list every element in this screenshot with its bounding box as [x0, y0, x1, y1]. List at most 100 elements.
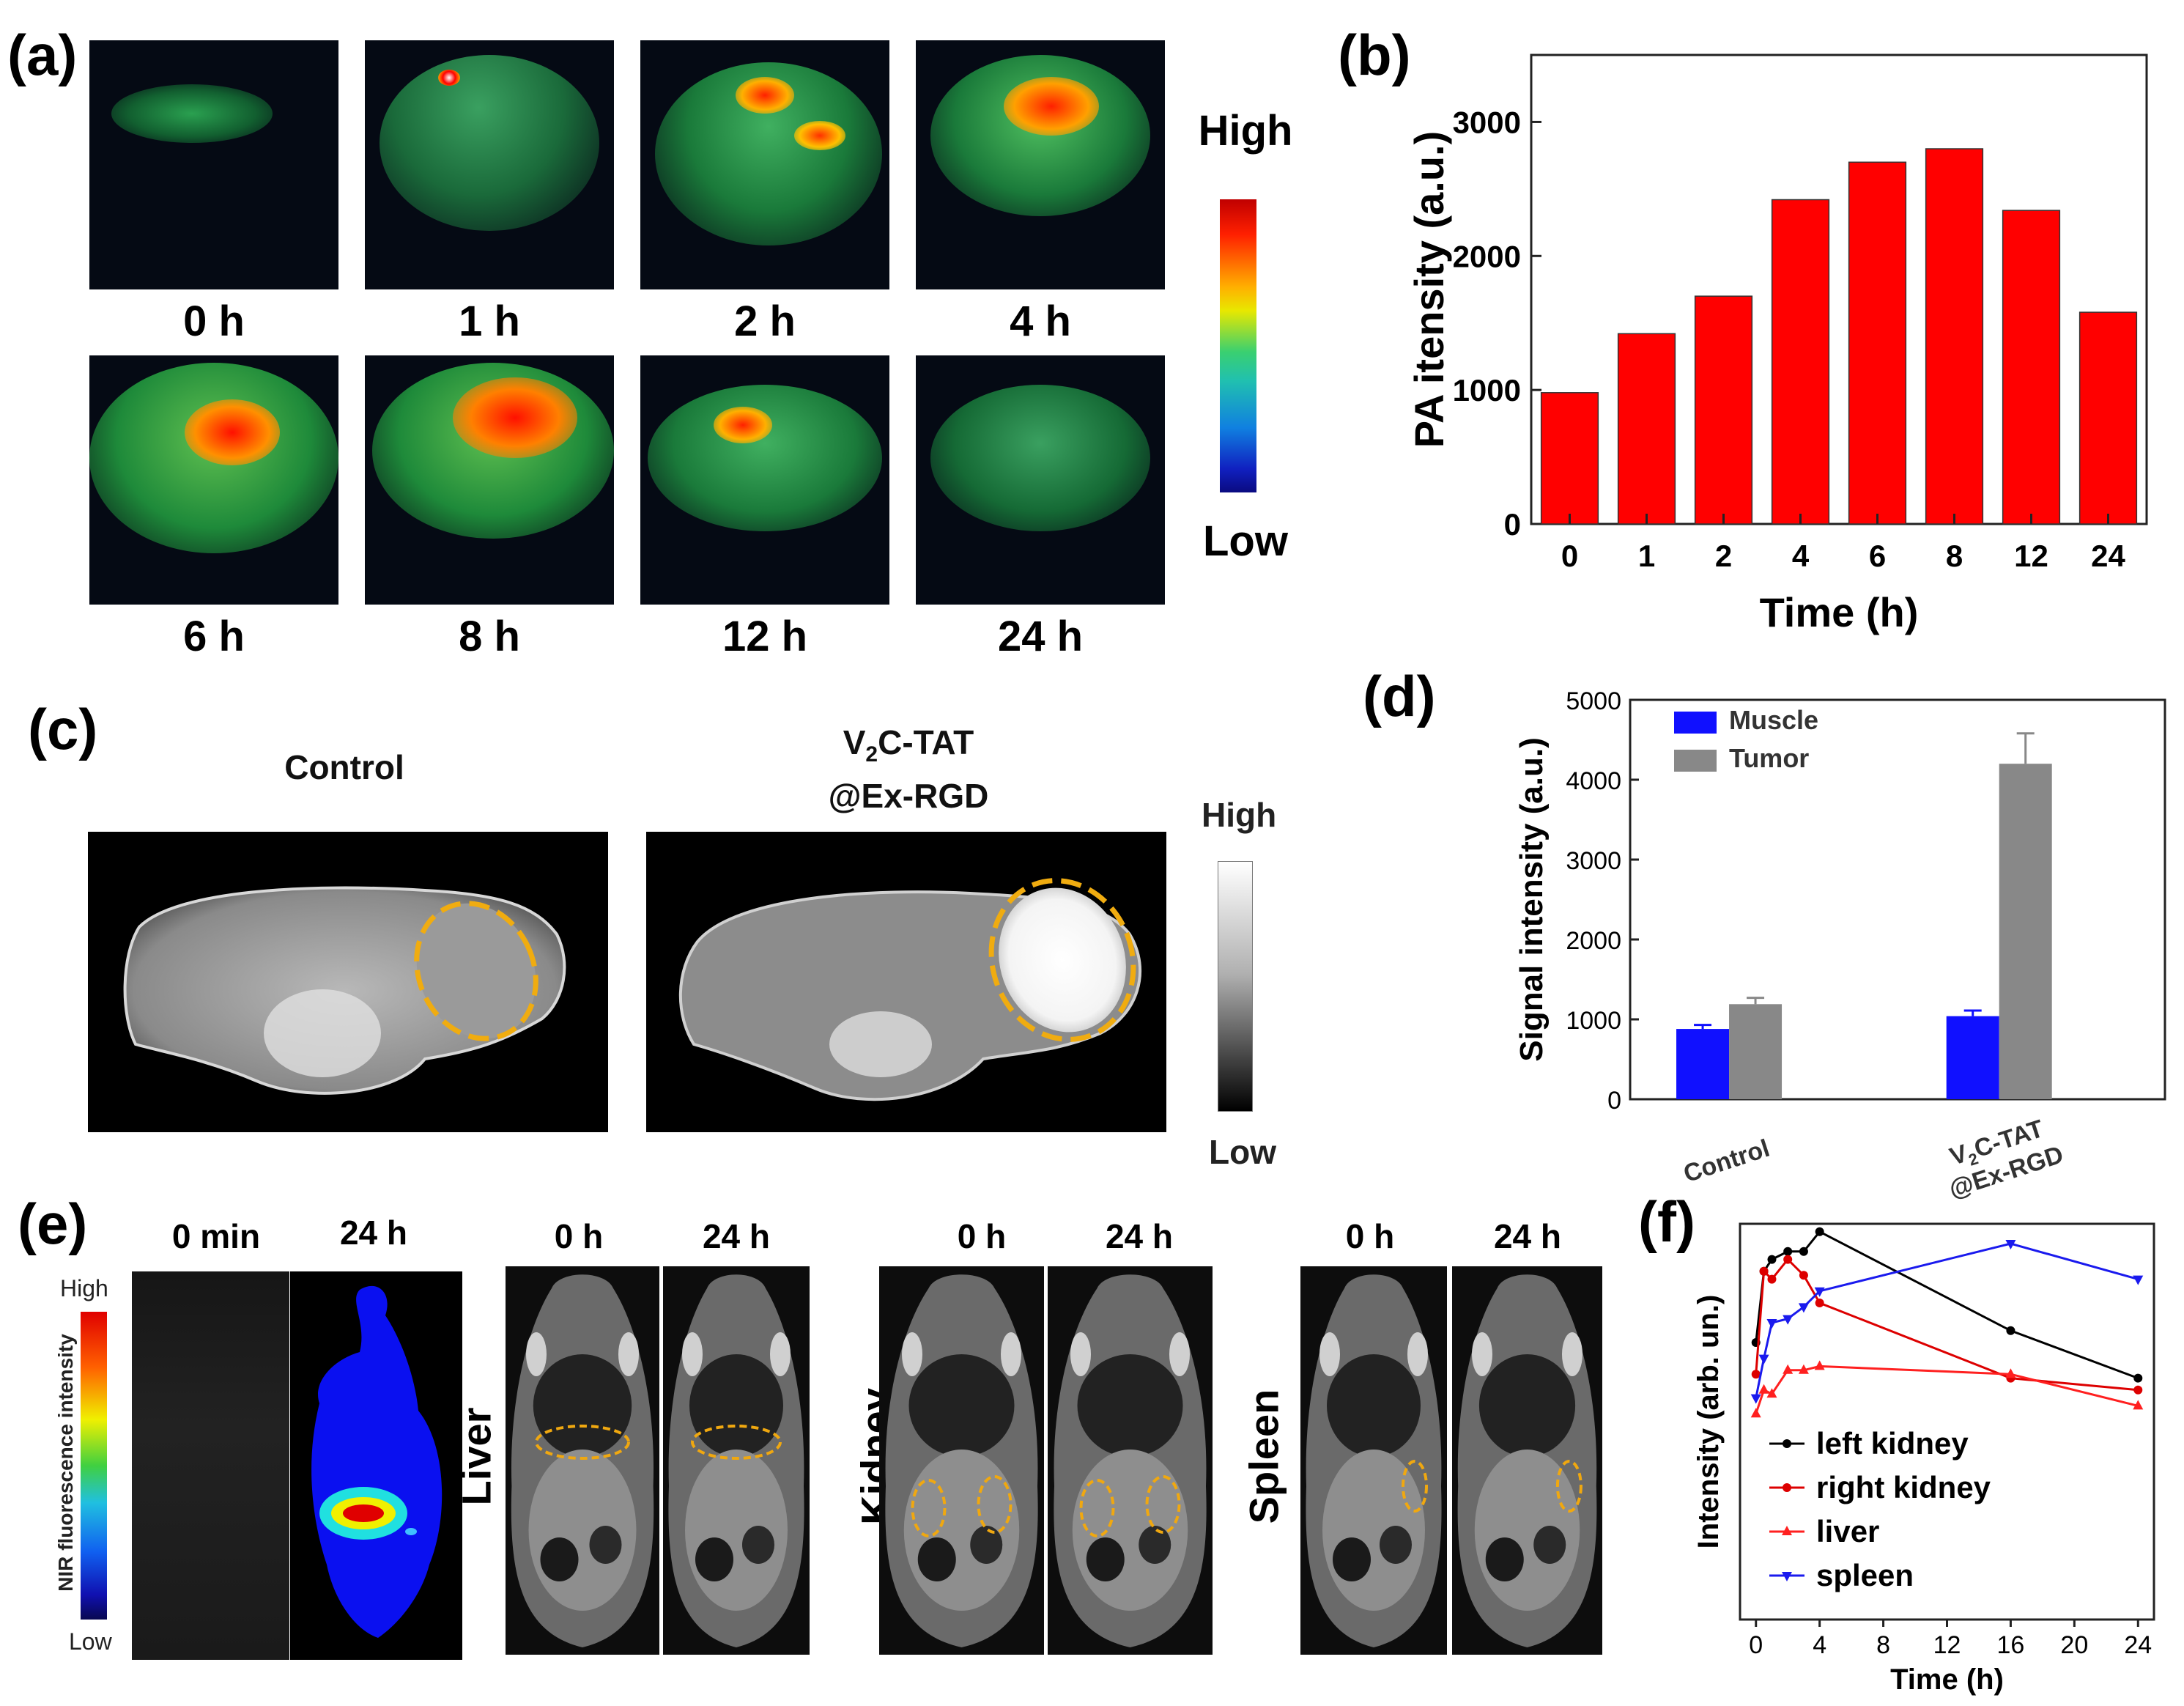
chart-b-ytick-label: 0 [1504, 507, 1521, 542]
chart-f-point [1783, 1483, 1791, 1492]
chart-f-point [1783, 1247, 1793, 1256]
fluor-label-0min: 0 min [171, 1217, 261, 1255]
chart-b-xtick-label: 4 [1792, 539, 1810, 573]
pa-label-4h: 4 h [1010, 298, 1071, 345]
chart-d-legend-label: Tumor [1729, 743, 1809, 773]
fluor-image-0min [132, 1271, 289, 1660]
chart-d-xtick-label: Control [1680, 1134, 1773, 1188]
mri-treated-label-rest: C-TAT [878, 723, 974, 761]
chart-d-legend-swatch [1674, 712, 1717, 734]
mri-treated-image [646, 832, 1166, 1132]
chart-b-frame [1530, 53, 2148, 525]
chart-d-ytick-label: 1000 [1566, 1007, 1621, 1035]
chart-f-point [2133, 1400, 2144, 1410]
organ-label-liver: Liver [453, 1407, 500, 1506]
chart-f-point [2005, 1368, 2016, 1378]
chart-b-xtick-label: 8 [1946, 539, 1963, 573]
chart-d-legend-swatch [1674, 750, 1717, 772]
pa-label-6h: 6 h [183, 613, 245, 660]
chart-b-bar [1617, 333, 1676, 525]
chart-f-point [1799, 1271, 1808, 1280]
pa-image-6h [89, 355, 338, 605]
panel-label-f: (f) [1638, 1189, 1695, 1254]
chart-f-point [1758, 1384, 1769, 1394]
chart-b-ylabel: PA itensity (a.u.) [1406, 131, 1452, 448]
chart-f-point [1814, 1360, 1825, 1370]
chart-b-ytick-label: 2000 [1453, 239, 1521, 273]
chart-f-point [1758, 1354, 1769, 1365]
chart-f-point [2005, 1240, 2016, 1249]
chart-d: 0 1000 2000 3000 4000 5000 Muscle Tumor Control V… [1514, 687, 2166, 1202]
nir-colorbar-title: NIR fluorescence intensity [54, 1334, 77, 1592]
chart-b-ytick-label: 1000 [1453, 373, 1521, 407]
chart-f-xtick-label: 4 [1813, 1631, 1826, 1659]
chart-b-bar [1694, 295, 1753, 525]
chart-f-point [1799, 1247, 1808, 1256]
mri-colorbar-high: High [1202, 796, 1277, 834]
fluor-image-24h [290, 1271, 462, 1660]
chart-f-legend-label: left kidney [1816, 1426, 1969, 1461]
chart-d-legend-label: Muscle [1729, 705, 1818, 735]
chart-f-point [1798, 1364, 1809, 1374]
liver-label-0h: 0 h [554, 1217, 604, 1255]
pa-colorbar-low: Low [1203, 517, 1288, 565]
panel-label-a: (a) [7, 23, 78, 87]
nir-colorbar-high: High [60, 1275, 108, 1301]
mri-colorbar-low: Low [1209, 1133, 1276, 1171]
chart-f-point [1782, 1572, 1792, 1581]
chart-f-point [1783, 1255, 1793, 1264]
chart-b-xtick-label: 6 [1869, 539, 1886, 573]
chart-d-ylabel: Signal intensity (a.u.) [1514, 737, 1550, 1062]
chart-f-point [1750, 1394, 1761, 1404]
fluor-label-24h: 24 h [339, 1214, 408, 1252]
pa-label-0h: 0 h [183, 298, 245, 345]
chart-f-point [1815, 1227, 1824, 1236]
chart-f-xtick-label: 24 [2124, 1631, 2152, 1659]
chart-f-point [1766, 1388, 1777, 1398]
pa-colorbar-high: High [1198, 107, 1293, 155]
chart-f-point [1759, 1266, 1769, 1276]
chart-f-series-line [1755, 1242, 2139, 1398]
pa-image-12h [640, 355, 889, 605]
organ-mri-image [879, 1266, 1044, 1655]
chart-d-ytick-label: 4000 [1566, 767, 1621, 795]
chart-d-bar [1999, 764, 2052, 1099]
spleen-label-0h: 0 h [1345, 1217, 1395, 1255]
chart-f-point [1798, 1303, 1809, 1313]
mri-treated-label: V2C-TAT @Ex-RGD [645, 722, 1172, 816]
panel-label-b: (b) [1338, 23, 1411, 87]
chart-f: 0 4 8 12 16 20 24 Time (h) Intensity (arb. un.) l… [1692, 1222, 2155, 1696]
chart-f-point [1783, 1364, 1794, 1374]
chart-b-xtick-label: 24 [2091, 539, 2125, 573]
chart-f-point [1750, 1408, 1761, 1418]
chart-f-series-line [1755, 1230, 2139, 1380]
chart-f-point [1766, 1319, 1777, 1329]
chart-f-point [1815, 1299, 1824, 1307]
mri-treated-label-line2: @Ex-RGD [828, 777, 989, 816]
liver-label-24h: 24 h [702, 1217, 771, 1255]
nir-colorbar-low: Low [69, 1628, 112, 1655]
panel-label-e: (e) [18, 1192, 88, 1256]
mri-control-image [88, 832, 608, 1132]
organ-mri-image [1452, 1266, 1602, 1655]
pa-label-12h: 12 h [722, 613, 808, 660]
chart-d-ytick-label: 0 [1607, 1087, 1621, 1115]
organ-mri-image [1048, 1266, 1213, 1655]
chart-f-point [1767, 1274, 1777, 1284]
chart-b-bar [1771, 199, 1830, 525]
pa-label-24h: 24 h [997, 613, 1084, 660]
mri-colorbar [1218, 861, 1253, 1112]
chart-f-point [1767, 1255, 1777, 1264]
chart-b-bar [2002, 210, 2061, 525]
chart-f-xtick-label: 16 [1997, 1631, 2025, 1659]
chart-f-point [2133, 1275, 2144, 1285]
pa-label-1h: 1 h [459, 298, 520, 345]
pa-colorbar [1220, 199, 1256, 492]
chart-b-xtick-label: 12 [2014, 539, 2048, 573]
chart-f-xlabel: Time (h) [1890, 1663, 2004, 1696]
organ-mri-image [506, 1266, 659, 1655]
chart-f-xtick-label: 8 [1876, 1631, 1890, 1659]
pa-label-8h: 8 h [459, 613, 520, 660]
chart-f-point [1751, 1370, 1761, 1379]
